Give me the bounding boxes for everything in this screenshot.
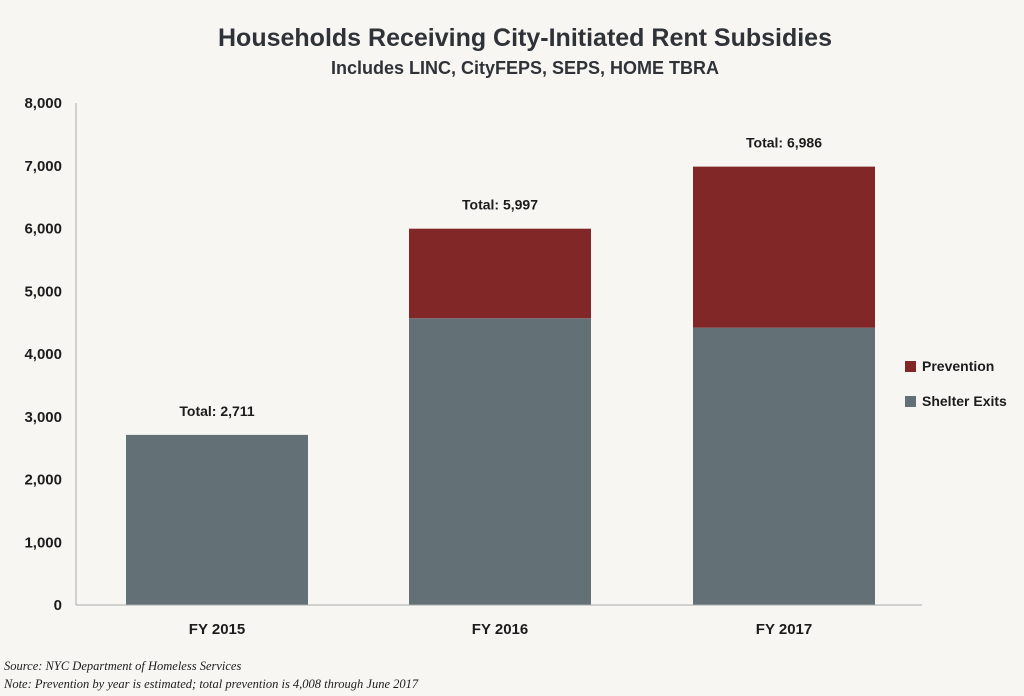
legend-label: Prevention [922, 358, 994, 374]
bar-prevention [693, 166, 875, 328]
y-axis: 0 1,000 2,000 3,000 4,000 5,000 6,000 7,000 8,00… [24, 95, 77, 614]
x-category-label: FY 2015 [189, 621, 245, 638]
y-tick-label: 7,000 [24, 158, 62, 175]
y-tick-label: 2,000 [24, 472, 62, 489]
source-footnote: Source: NYC Department of Homeless Servi… [4, 659, 242, 673]
y-tick-label: 3,000 [24, 409, 62, 426]
x-axis: FY 2015 FY 2016 FY 2017 [76, 604, 922, 638]
legend-swatch [905, 361, 916, 372]
legend: Prevention Shelter Exits [905, 358, 1007, 409]
y-tick-label: 5,000 [24, 283, 62, 300]
bars [126, 166, 875, 605]
x-category-label: FY 2016 [472, 621, 528, 638]
y-tick-label: 1,000 [24, 534, 62, 551]
bar-shelter-exits [409, 318, 591, 605]
chart-subtitle: Includes LINC, CityFEPS, SEPS, HOME TBRA [331, 58, 719, 78]
x-category-label: FY 2017 [756, 621, 812, 638]
total-labels: Total: 2,711 Total: 5,997 Total: 6,986 [179, 135, 822, 419]
bar-shelter-exits [126, 434, 308, 605]
bar-prevention [409, 228, 591, 319]
note-footnote: Note: Prevention by year is estimated; t… [4, 677, 419, 691]
bar-shelter-exits [693, 327, 875, 605]
y-tick-label: 6,000 [24, 221, 62, 238]
legend-swatch [905, 396, 916, 407]
legend-label: Shelter Exits [922, 393, 1007, 409]
chart-title: Households Receiving City-Initiated Rent… [218, 24, 832, 52]
total-label: Total: 6,986 [746, 135, 822, 151]
y-tick-label: 0 [54, 597, 62, 614]
y-tick-label: 4,000 [24, 346, 62, 363]
total-label: Total: 5,997 [462, 197, 538, 213]
y-tick-label: 8,000 [24, 95, 62, 112]
total-label: Total: 2,711 [179, 403, 254, 419]
